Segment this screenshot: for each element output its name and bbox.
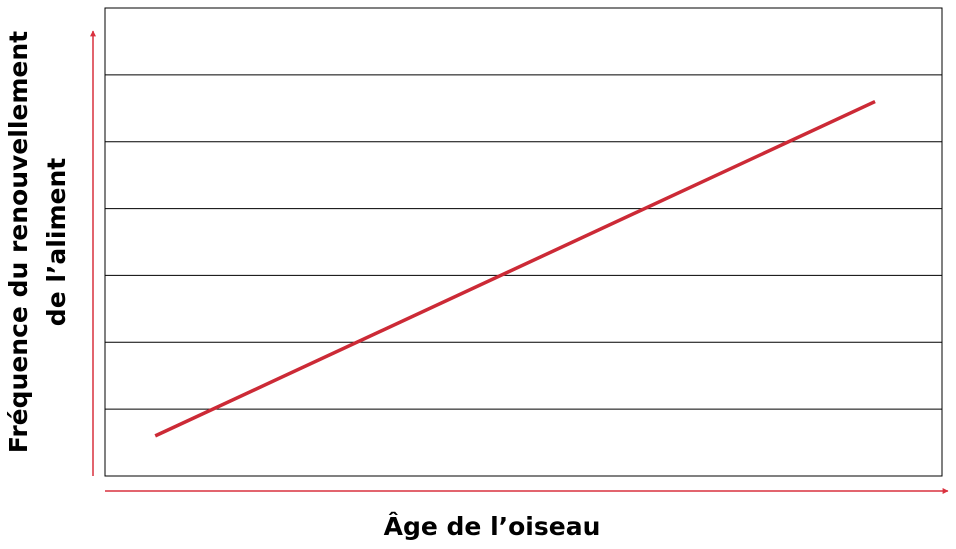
plot-frame: [104, 7, 943, 477]
data-line: [154, 100, 876, 438]
y-axis-label-line: Fréquence du renouvellement: [4, 31, 33, 453]
y-axis-label: Fréquence du renouvellement de l’aliment: [4, 31, 71, 453]
x-axis-label: Âge de l’oiseau: [384, 512, 601, 541]
y-axis-label-line: de l’aliment: [42, 158, 71, 326]
